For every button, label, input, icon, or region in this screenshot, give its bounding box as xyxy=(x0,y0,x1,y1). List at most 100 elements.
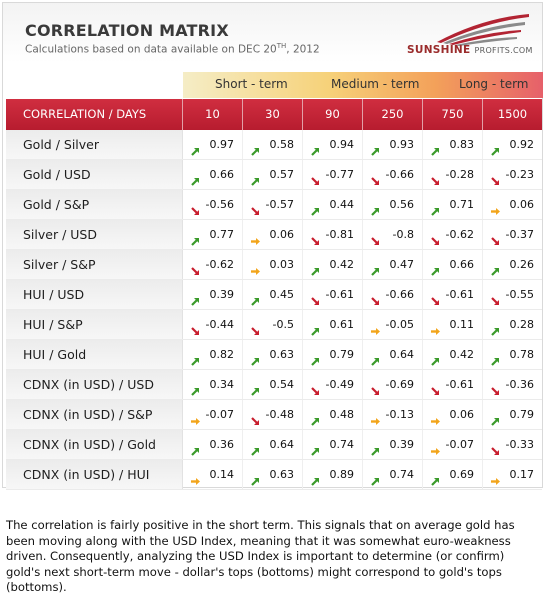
column-header: 10 xyxy=(183,99,243,130)
correlation-value: 0.11 xyxy=(449,318,475,331)
arrow-down-icon xyxy=(250,409,261,425)
row-label: HUI / S&P xyxy=(6,310,183,339)
correlation-cell: 0.64 xyxy=(243,430,303,459)
correlation-cell: 0.82 xyxy=(183,340,243,369)
arrow-up-icon xyxy=(310,139,321,156)
correlation-value: 0.45 xyxy=(269,288,295,301)
arrow-up-icon xyxy=(190,169,201,186)
row-label: Silver / S&P xyxy=(6,250,183,279)
arrow-up-icon xyxy=(250,139,261,156)
arrow-up-icon xyxy=(490,409,501,426)
row-label: Silver / USD xyxy=(6,220,183,249)
arrow-up-icon xyxy=(370,439,381,456)
arrow-up-icon xyxy=(250,349,261,366)
correlation-value: 0.06 xyxy=(509,198,535,211)
row-label: CDNX (in USD) / Gold xyxy=(6,430,183,459)
correlation-value: 0.63 xyxy=(269,468,295,481)
arrow-down-icon xyxy=(310,169,321,185)
correlation-cell: -0.5 xyxy=(243,310,303,339)
arrow-up-icon xyxy=(310,439,321,456)
arrow-right-icon xyxy=(190,469,201,485)
correlation-cell: 0.58 xyxy=(243,130,303,159)
arrow-up-icon xyxy=(190,229,201,246)
correlation-cell: -0.61 xyxy=(423,280,483,309)
correlation-value: -0.56 xyxy=(205,198,234,211)
row-label: HUI / USD xyxy=(6,280,183,309)
arrow-up-icon xyxy=(430,469,441,486)
correlation-cell: -0.77 xyxy=(303,160,363,189)
correlation-value: -0.28 xyxy=(445,168,474,181)
term-short: Short - term xyxy=(215,77,288,91)
correlation-value: 0.61 xyxy=(329,318,355,331)
correlation-value: -0.61 xyxy=(445,288,474,301)
correlation-value: 0.48 xyxy=(329,408,355,421)
subtitle-suffix: , 2012 xyxy=(286,43,320,56)
arrow-right-icon xyxy=(490,199,501,215)
correlation-value: 0.34 xyxy=(209,378,235,391)
arrow-down-icon xyxy=(310,379,321,395)
correlation-value: -0.48 xyxy=(265,408,294,421)
correlation-value: 0.56 xyxy=(389,198,415,211)
correlation-cell: -0.66 xyxy=(363,160,423,189)
correlation-value: -0.5 xyxy=(272,318,294,331)
arrow-down-icon xyxy=(190,259,201,275)
correlation-value: -0.13 xyxy=(385,408,414,421)
correlation-value: -0.33 xyxy=(505,438,534,451)
row-label: CDNX (in USD) / HUI xyxy=(6,460,183,489)
correlation-value: -0.07 xyxy=(205,408,234,421)
arrow-up-icon xyxy=(370,199,381,216)
correlation-cell: -0.37 xyxy=(483,220,542,249)
arrow-down-icon xyxy=(490,169,501,185)
arrow-down-icon xyxy=(430,169,441,185)
correlation-value: -0.36 xyxy=(505,378,534,391)
correlation-value: 0.83 xyxy=(449,138,475,151)
correlation-cell: 0.63 xyxy=(243,460,303,489)
arrow-down-icon xyxy=(430,229,441,245)
arrow-up-icon xyxy=(430,139,441,156)
arrow-up-icon xyxy=(310,319,321,336)
correlation-cell: 0.74 xyxy=(303,430,363,459)
arrow-up-icon xyxy=(250,169,261,186)
arrow-down-icon xyxy=(370,289,381,305)
arrow-down-icon xyxy=(250,199,261,215)
correlation-value: 0.63 xyxy=(269,348,295,361)
correlation-cell: 0.71 xyxy=(423,190,483,219)
table-row: HUI / S&P -0.44 -0.5 0.61 -0.05 0.11 0.28 xyxy=(6,310,542,340)
arrow-up-icon xyxy=(370,259,381,276)
correlation-cell: 0.56 xyxy=(363,190,423,219)
term-band: Short - term Medium - term Long - term xyxy=(183,72,543,98)
correlation-value: 0.74 xyxy=(329,438,355,451)
arrow-right-icon xyxy=(490,469,501,485)
correlation-value: -0.62 xyxy=(205,258,234,271)
correlation-cell: -0.07 xyxy=(423,430,483,459)
sun-rays-icon xyxy=(437,14,529,46)
correlation-value: -0.37 xyxy=(505,228,534,241)
arrow-up-icon xyxy=(310,469,321,486)
arrow-right-icon xyxy=(190,409,201,425)
row-label: CDNX (in USD) / USD xyxy=(6,370,183,399)
correlation-cell: 0.14 xyxy=(183,460,243,489)
arrow-up-icon xyxy=(310,199,321,216)
arrow-up-icon xyxy=(490,259,501,276)
correlation-cell: -0.07 xyxy=(183,400,243,429)
correlation-value: 0.17 xyxy=(509,468,535,481)
table-row: CDNX (in USD) / Gold 0.36 0.64 0.74 0.39 -0.0… xyxy=(6,430,542,460)
correlation-cell: 0.79 xyxy=(483,400,542,429)
correlation-cell: -0.13 xyxy=(363,400,423,429)
arrow-right-icon xyxy=(430,319,441,335)
arrow-up-icon xyxy=(250,289,261,306)
arrow-down-icon xyxy=(370,379,381,395)
correlation-cell: 0.28 xyxy=(483,310,542,339)
commentary-text: The correlation is fairly positive in th… xyxy=(6,518,515,593)
arrow-up-icon xyxy=(490,319,501,336)
correlation-cell: 0.78 xyxy=(483,340,542,369)
correlation-value: 0.71 xyxy=(449,198,475,211)
correlation-value: 0.06 xyxy=(449,408,475,421)
arrow-up-icon xyxy=(370,469,381,486)
correlation-cell: -0.62 xyxy=(423,220,483,249)
correlation-cell: 0.83 xyxy=(423,130,483,159)
correlation-cell: 0.66 xyxy=(183,160,243,189)
correlation-cell: -0.44 xyxy=(183,310,243,339)
correlation-value: -0.8 xyxy=(392,228,414,241)
correlation-value: 0.78 xyxy=(509,348,535,361)
